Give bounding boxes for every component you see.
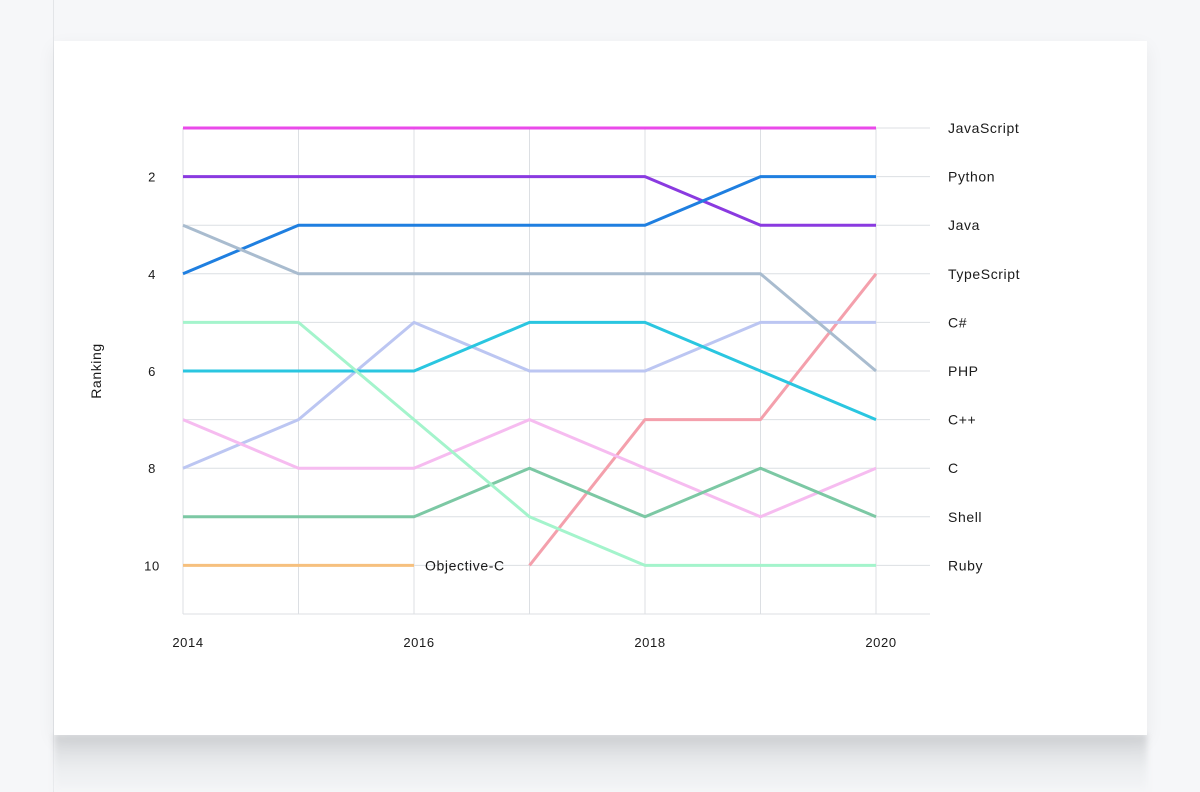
right-label-typescript: TypeScript — [948, 266, 1020, 282]
series-line-python — [183, 175, 876, 227]
right-label-shell: Shell — [948, 509, 982, 525]
right-label-c-: C# — [948, 314, 967, 330]
series-line-php — [182, 223, 877, 373]
series-line-ruby — [183, 320, 876, 567]
series-line-c- — [183, 320, 877, 421]
chart-card: 2 4 6 8 10 2014 2016 2018 2020 Ranking JavaScript P… — [54, 41, 1147, 735]
y-tick-label: 4 — [148, 267, 156, 282]
x-tick-label: 2018 — [634, 635, 665, 650]
ranking-line-chart: 2 4 6 8 10 2014 2016 2018 2020 Ranking JavaScript P… — [88, 120, 1020, 650]
y-tick-label: 2 — [148, 170, 156, 185]
y-tick-label: 6 — [148, 364, 156, 379]
card-shadow — [54, 734, 1147, 792]
series-line-c- — [182, 320, 876, 470]
right-label-javascript: JavaScript — [948, 120, 1019, 136]
x-tick-label: 2014 — [172, 635, 203, 650]
right-label-php: PHP — [948, 363, 979, 379]
chart-labels: 2 4 6 8 10 2014 2016 2018 2020 Ranking JavaScript P… — [88, 120, 1020, 650]
inline-label-objective-c: Objective-C — [425, 557, 505, 573]
right-label-c-: C++ — [948, 412, 976, 428]
right-label-c: C — [948, 460, 959, 476]
right-label-ruby: Ruby — [948, 557, 983, 573]
y-tick-label: 8 — [148, 461, 156, 476]
right-label-java: Java — [948, 217, 980, 233]
page-left-rule — [53, 0, 54, 792]
series-line-c — [182, 418, 877, 519]
y-tick-label: 10 — [144, 558, 160, 573]
series-lines — [182, 126, 878, 567]
x-tick-label: 2020 — [865, 635, 896, 650]
series-line-shell — [183, 466, 877, 519]
series-line-java — [182, 175, 876, 276]
y-axis-title: Ranking — [88, 343, 104, 399]
right-label-python: Python — [948, 169, 995, 185]
x-tick-label: 2016 — [403, 635, 434, 650]
